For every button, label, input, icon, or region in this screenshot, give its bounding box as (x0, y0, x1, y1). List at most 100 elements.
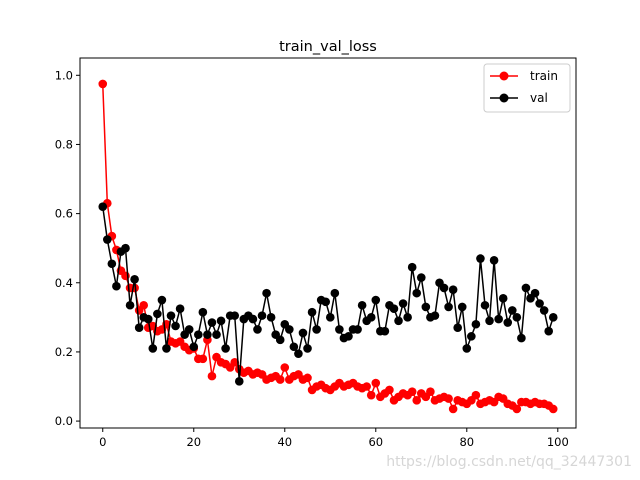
axes-frame (79, 57, 577, 429)
val-point (303, 344, 312, 353)
legend-train-label: train (530, 69, 558, 83)
val-point (357, 300, 367, 310)
val-point (467, 332, 476, 341)
val-point (344, 332, 353, 341)
val-point (307, 307, 317, 317)
train-point (139, 300, 149, 310)
val-point (498, 294, 508, 303)
val-point (216, 316, 226, 326)
val-point (412, 288, 422, 298)
train-point (448, 404, 458, 414)
train-point (275, 375, 285, 384)
val-point (416, 273, 426, 282)
val-point (539, 306, 549, 315)
legend: train val (483, 63, 571, 113)
val-point (125, 300, 135, 310)
val-point (530, 288, 540, 298)
val-point (457, 302, 467, 312)
legend-val-marker (499, 93, 509, 103)
val-point (371, 295, 381, 305)
val-point (212, 330, 221, 339)
val-point (494, 314, 503, 324)
x-tick-label: 60 (368, 435, 383, 449)
train-point (198, 354, 208, 364)
legend-val-label: val (530, 91, 548, 105)
val-point (548, 313, 558, 322)
val-point (194, 330, 203, 339)
val-point (207, 318, 217, 327)
train-point (412, 396, 422, 405)
val-point (421, 302, 431, 312)
val-point (153, 309, 162, 319)
val-point (107, 259, 117, 269)
val-point (444, 302, 453, 312)
y-tick-label: 0.0 (55, 414, 73, 428)
val-point (535, 299, 544, 308)
train-point (207, 371, 217, 381)
val-point (394, 316, 403, 326)
val-point (335, 325, 344, 334)
val-point (521, 283, 531, 293)
x-tick-label: 20 (186, 435, 201, 449)
train-point (512, 404, 522, 414)
x-tick-label: 100 (547, 435, 569, 449)
y-tick-label: 0.6 (55, 207, 73, 221)
watermark: https://blog.csdn.net/qq_32447301 (386, 454, 632, 470)
x-tick-label: 80 (459, 435, 474, 449)
y-tick-label: 0.2 (55, 345, 73, 359)
val-point (262, 288, 271, 298)
train-point (230, 358, 240, 367)
val-point (175, 304, 185, 314)
val-point (453, 323, 462, 333)
y-tick-label: 0.8 (55, 137, 73, 151)
train-point (366, 390, 376, 400)
val-point (189, 342, 199, 352)
val-point (298, 328, 308, 338)
y-tick-label: 0.4 (55, 276, 73, 290)
val-point (171, 321, 180, 331)
val-point (507, 306, 517, 315)
train-point (444, 394, 453, 403)
val-point (512, 313, 522, 322)
val-point (517, 333, 526, 343)
val-point (289, 342, 299, 352)
val-point (166, 311, 176, 320)
train-point (362, 382, 371, 391)
val-point (462, 344, 472, 353)
val-point (471, 319, 481, 329)
val-point (230, 311, 240, 320)
val-point (403, 313, 412, 322)
train-point (426, 387, 435, 396)
train-point (407, 387, 417, 396)
val-point (121, 243, 130, 253)
series-train (98, 79, 558, 414)
val-point (380, 326, 390, 336)
val-point (485, 316, 494, 326)
val-point (398, 299, 408, 308)
train-point (371, 378, 381, 388)
val-point (253, 325, 262, 334)
val-point (353, 325, 362, 334)
train-point (303, 373, 312, 383)
val-point (134, 323, 144, 333)
val-point (148, 344, 158, 353)
val-point (430, 311, 440, 320)
train-point (98, 79, 108, 89)
val-point (98, 202, 108, 211)
series-layer (98, 79, 558, 414)
y-tick-label: 1.0 (55, 68, 73, 82)
val-point (503, 318, 513, 327)
series-val (98, 202, 558, 386)
train-point (280, 363, 290, 372)
val-point (325, 313, 335, 322)
val-point (275, 335, 285, 345)
val-point (489, 255, 499, 265)
val-point (162, 344, 171, 353)
chart-title: train_val_loss (279, 39, 377, 55)
legend-train-marker (499, 71, 509, 81)
train-point (548, 404, 558, 414)
val-point (112, 281, 121, 291)
val-point (366, 313, 376, 322)
val-point (198, 307, 208, 317)
